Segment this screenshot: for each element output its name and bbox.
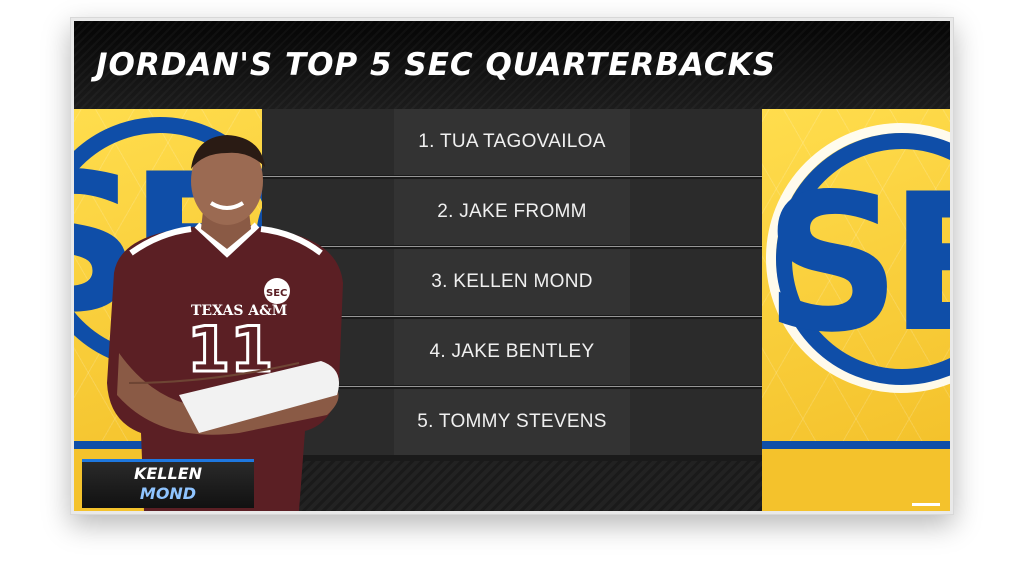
sec-logo-right: SEC bbox=[764, 153, 950, 374]
jersey-patch: SEC bbox=[266, 288, 287, 299]
rankings-board: 1. TUA TAGOVAILOA 2. JAKE FROMM 3. KELLE… bbox=[262, 109, 762, 511]
title-bar: JORDAN'S TOP 5 SEC QUARTERBACKS bbox=[74, 21, 950, 109]
player-photo: TEXAS A&M 11 SEC bbox=[107, 135, 343, 511]
ranking-label: 1. TUA TAGOVAILOA bbox=[394, 109, 630, 175]
broadcast-frame: JORDAN'S TOP 5 SEC QUARTERBACKS SEC 1. T… bbox=[70, 17, 954, 515]
ranking-row-5: 5. TOMMY STEVENS bbox=[262, 389, 762, 459]
player-first-name: KELLEN bbox=[133, 464, 203, 483]
player-name-tag: KELLEN MOND bbox=[82, 459, 254, 508]
graphic-title: JORDAN'S TOP 5 SEC QUARTERBACKS bbox=[96, 47, 777, 83]
corner-accent bbox=[912, 503, 940, 506]
ranking-label: 5. TOMMY STEVENS bbox=[394, 389, 630, 455]
ranking-label: 2. JAKE FROMM bbox=[394, 179, 630, 245]
ranking-label: 3. KELLEN MOND bbox=[394, 249, 630, 315]
broadcast-screen: JORDAN'S TOP 5 SEC QUARTERBACKS SEC 1. T… bbox=[74, 21, 950, 511]
sec-logo-panel-right: SEC bbox=[762, 109, 950, 511]
player-last-name: MOND bbox=[139, 484, 197, 503]
jersey-text: TEXAS A&M bbox=[191, 303, 287, 319]
ranking-row-1: 1. TUA TAGOVAILOA bbox=[262, 109, 762, 179]
ranking-label: 4. JAKE BENTLEY bbox=[394, 319, 630, 385]
